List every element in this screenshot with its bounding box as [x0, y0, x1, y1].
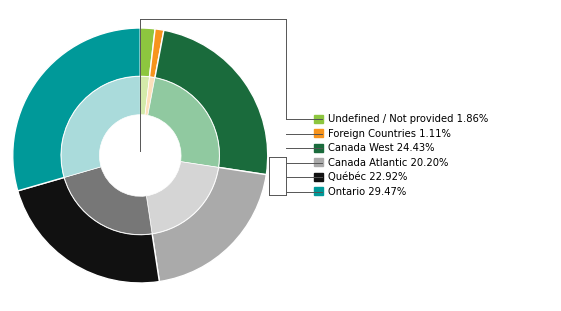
- Wedge shape: [152, 167, 266, 281]
- Wedge shape: [148, 78, 219, 167]
- Wedge shape: [140, 77, 149, 115]
- Legend: Undefined / Not provided 1.86%, Foreign Countries 1.11%, Canada West 24.43%, Can: Undefined / Not provided 1.86%, Foreign …: [314, 114, 488, 197]
- Wedge shape: [65, 167, 152, 234]
- Wedge shape: [145, 77, 155, 115]
- Wedge shape: [13, 28, 140, 191]
- Wedge shape: [146, 162, 218, 234]
- Wedge shape: [61, 77, 140, 177]
- Wedge shape: [18, 177, 159, 283]
- Wedge shape: [155, 30, 268, 175]
- Wedge shape: [149, 29, 164, 78]
- Wedge shape: [140, 28, 155, 77]
